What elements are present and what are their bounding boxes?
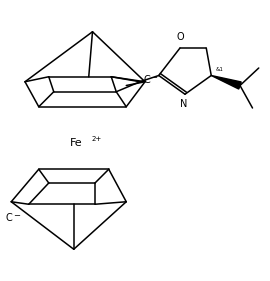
Text: −: − (150, 73, 157, 82)
Text: Fe: Fe (70, 138, 83, 148)
Text: N: N (180, 99, 187, 109)
Text: C: C (143, 75, 150, 85)
Text: C: C (5, 213, 12, 223)
Text: −: − (13, 211, 20, 220)
Polygon shape (211, 76, 241, 89)
Text: &1: &1 (216, 67, 224, 72)
Text: O: O (176, 33, 184, 42)
Text: 2+: 2+ (91, 136, 102, 142)
